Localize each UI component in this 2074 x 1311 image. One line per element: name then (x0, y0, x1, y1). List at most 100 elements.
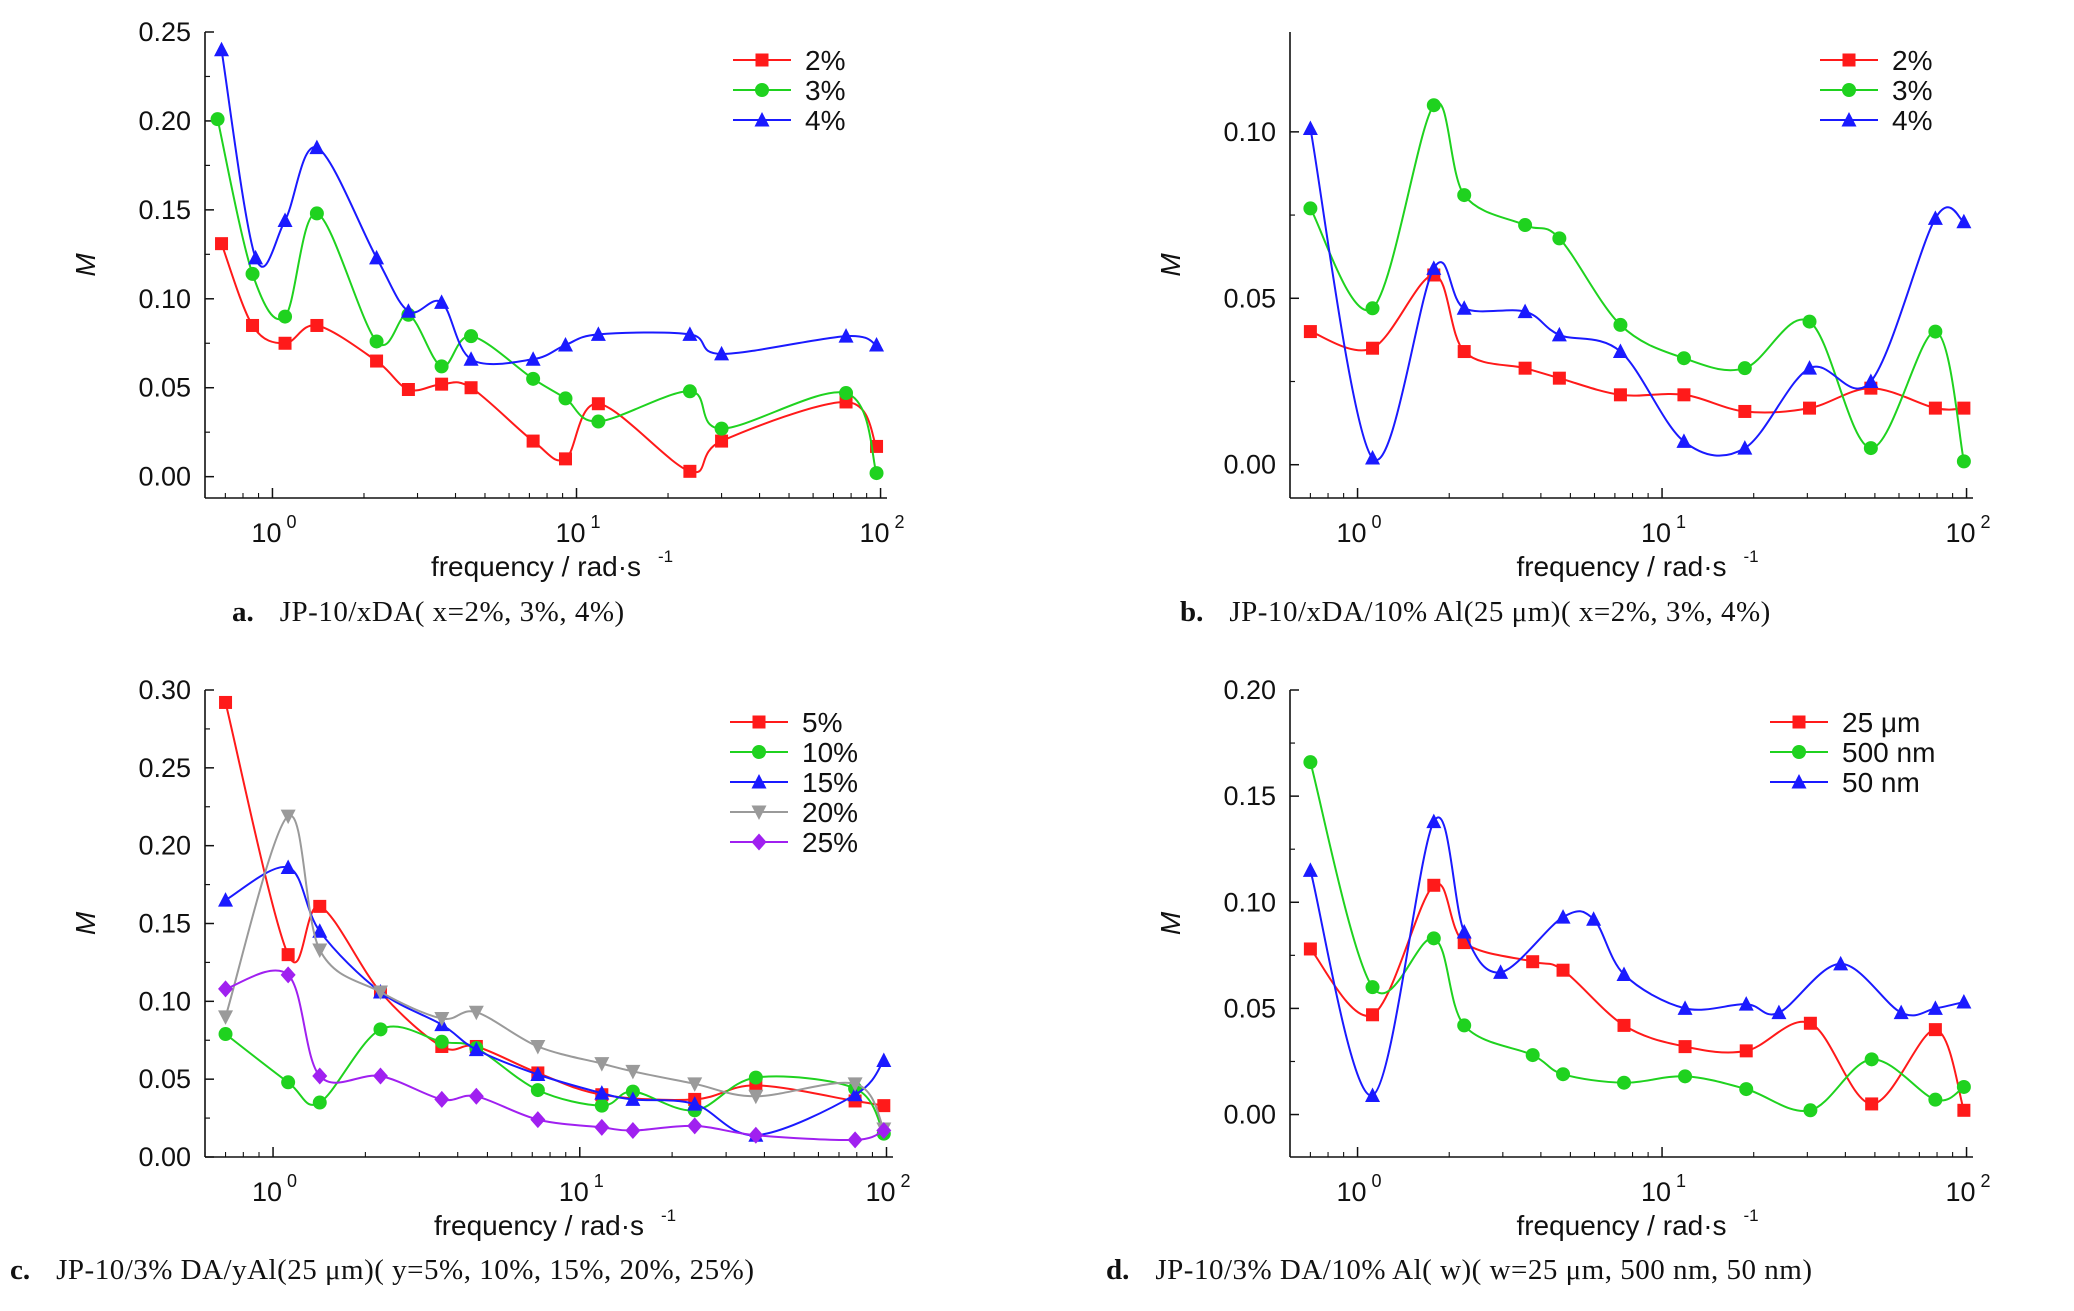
data-point (218, 1010, 234, 1025)
data-point (218, 980, 234, 998)
x-axis-label: frequency / rad·s (434, 1210, 644, 1241)
caption-c: c. JP-10/3% DA/yAl(25 μm)( y=5%, 10%, 15%… (10, 1254, 754, 1287)
data-point (1676, 433, 1692, 448)
data-point (1927, 1000, 1943, 1015)
data-point (1865, 1097, 1879, 1111)
data-point (1303, 325, 1317, 339)
series-line (224, 814, 885, 1130)
y-tick-label: 0.15 (138, 909, 191, 939)
data-point (876, 1122, 892, 1140)
data-point (530, 1066, 546, 1081)
data-point (312, 1095, 327, 1110)
data-point (1517, 303, 1533, 319)
y-tick-label: 0.30 (138, 675, 191, 705)
data-point (687, 1096, 703, 1111)
data-point (1802, 360, 1818, 375)
legend-label: 3% (1892, 75, 1932, 106)
data-point (839, 386, 854, 401)
data-point (246, 318, 260, 332)
data-point (1802, 314, 1817, 329)
data-point (1677, 388, 1691, 402)
data-point (277, 212, 293, 228)
data-point (558, 452, 572, 466)
data-point (312, 1067, 328, 1085)
data-point (1457, 345, 1471, 359)
data-point (1302, 120, 1318, 136)
y-tick-label: 0.10 (1223, 117, 1276, 147)
data-point (594, 1118, 610, 1136)
legend-marker (752, 715, 766, 729)
caption-a-letter: a. (232, 596, 254, 628)
data-point (526, 371, 541, 386)
x-tick-exponent: 0 (1372, 1171, 1382, 1191)
data-point (1928, 1023, 1942, 1037)
data-point (309, 139, 325, 155)
data-point (1365, 301, 1380, 316)
series-line (220, 49, 877, 366)
x-tick-exponent: 1 (1676, 1171, 1686, 1191)
legend-marker (1842, 53, 1856, 67)
y-tick-label: 0.25 (138, 17, 191, 47)
caption-b: b. JP-10/xDA/10% Al(25 μm)( x=2%, 3%, 4%) (1180, 596, 1771, 629)
series-5-group (219, 695, 891, 1113)
data-point (434, 1034, 449, 1049)
data-point (530, 1039, 546, 1055)
y-tick-label: 0.20 (138, 831, 191, 861)
data-point (1957, 401, 1971, 415)
y-tick-label: 0.00 (138, 462, 191, 492)
data-point (1366, 341, 1380, 355)
data-point (280, 859, 296, 874)
y-axis-label: M (70, 253, 101, 277)
legend-marker (1792, 745, 1806, 759)
data-point (530, 1083, 545, 1098)
data-point (1526, 955, 1540, 969)
y-tick-label: 0.15 (138, 195, 191, 225)
data-point (683, 464, 697, 478)
data-point (1893, 1004, 1909, 1020)
y-tick-label: 0.00 (1223, 450, 1276, 480)
x-tick-exponent: 2 (895, 512, 905, 532)
data-point (625, 1064, 641, 1080)
series-2-group (215, 237, 884, 478)
data-point (1737, 361, 1752, 376)
legend-label: 25 μm (1842, 707, 1920, 738)
data-point (1518, 218, 1533, 233)
caption-a: a. JP-10/xDA( x=2%, 3%, 4%) (232, 596, 625, 629)
x-axis-label: frequency / rad·s (1516, 1210, 1726, 1241)
series-4-group (1302, 120, 1972, 465)
x-tick-exponent: 1 (1676, 512, 1686, 532)
data-point (1678, 1069, 1693, 1084)
x-tick-label: 10 (865, 1177, 895, 1207)
data-point (1956, 454, 1971, 469)
series-2-group (1303, 268, 1971, 418)
y-axis-label: M (1155, 253, 1186, 277)
data-point (1613, 388, 1627, 402)
series-line (1309, 101, 1965, 462)
y-tick-label: 0.00 (138, 1142, 191, 1172)
legend-label: 2% (805, 45, 845, 76)
y-tick-label: 0.25 (138, 753, 191, 783)
x-tick-label: 10 (251, 518, 281, 548)
data-point (369, 249, 385, 265)
data-point (434, 1011, 450, 1027)
data-point (278, 309, 293, 324)
data-point (1617, 1018, 1631, 1032)
data-point (468, 1041, 484, 1057)
x-tick-label: 10 (1946, 1177, 1976, 1207)
x-axis-label-exponent: -1 (658, 547, 673, 566)
caption-d-letter: d. (1106, 1254, 1130, 1286)
data-point (530, 1111, 546, 1129)
data-point (525, 351, 541, 366)
data-point (218, 1027, 233, 1042)
data-point (1426, 98, 1441, 113)
data-point (280, 966, 296, 984)
legend-label: 15% (802, 767, 858, 798)
x-tick-exponent: 1 (594, 1171, 604, 1191)
data-point (869, 466, 884, 481)
data-point (682, 384, 697, 399)
data-point (1556, 1067, 1571, 1082)
caption-b-letter: b. (1180, 596, 1204, 628)
data-point (1956, 994, 1972, 1009)
data-point (1863, 373, 1879, 388)
